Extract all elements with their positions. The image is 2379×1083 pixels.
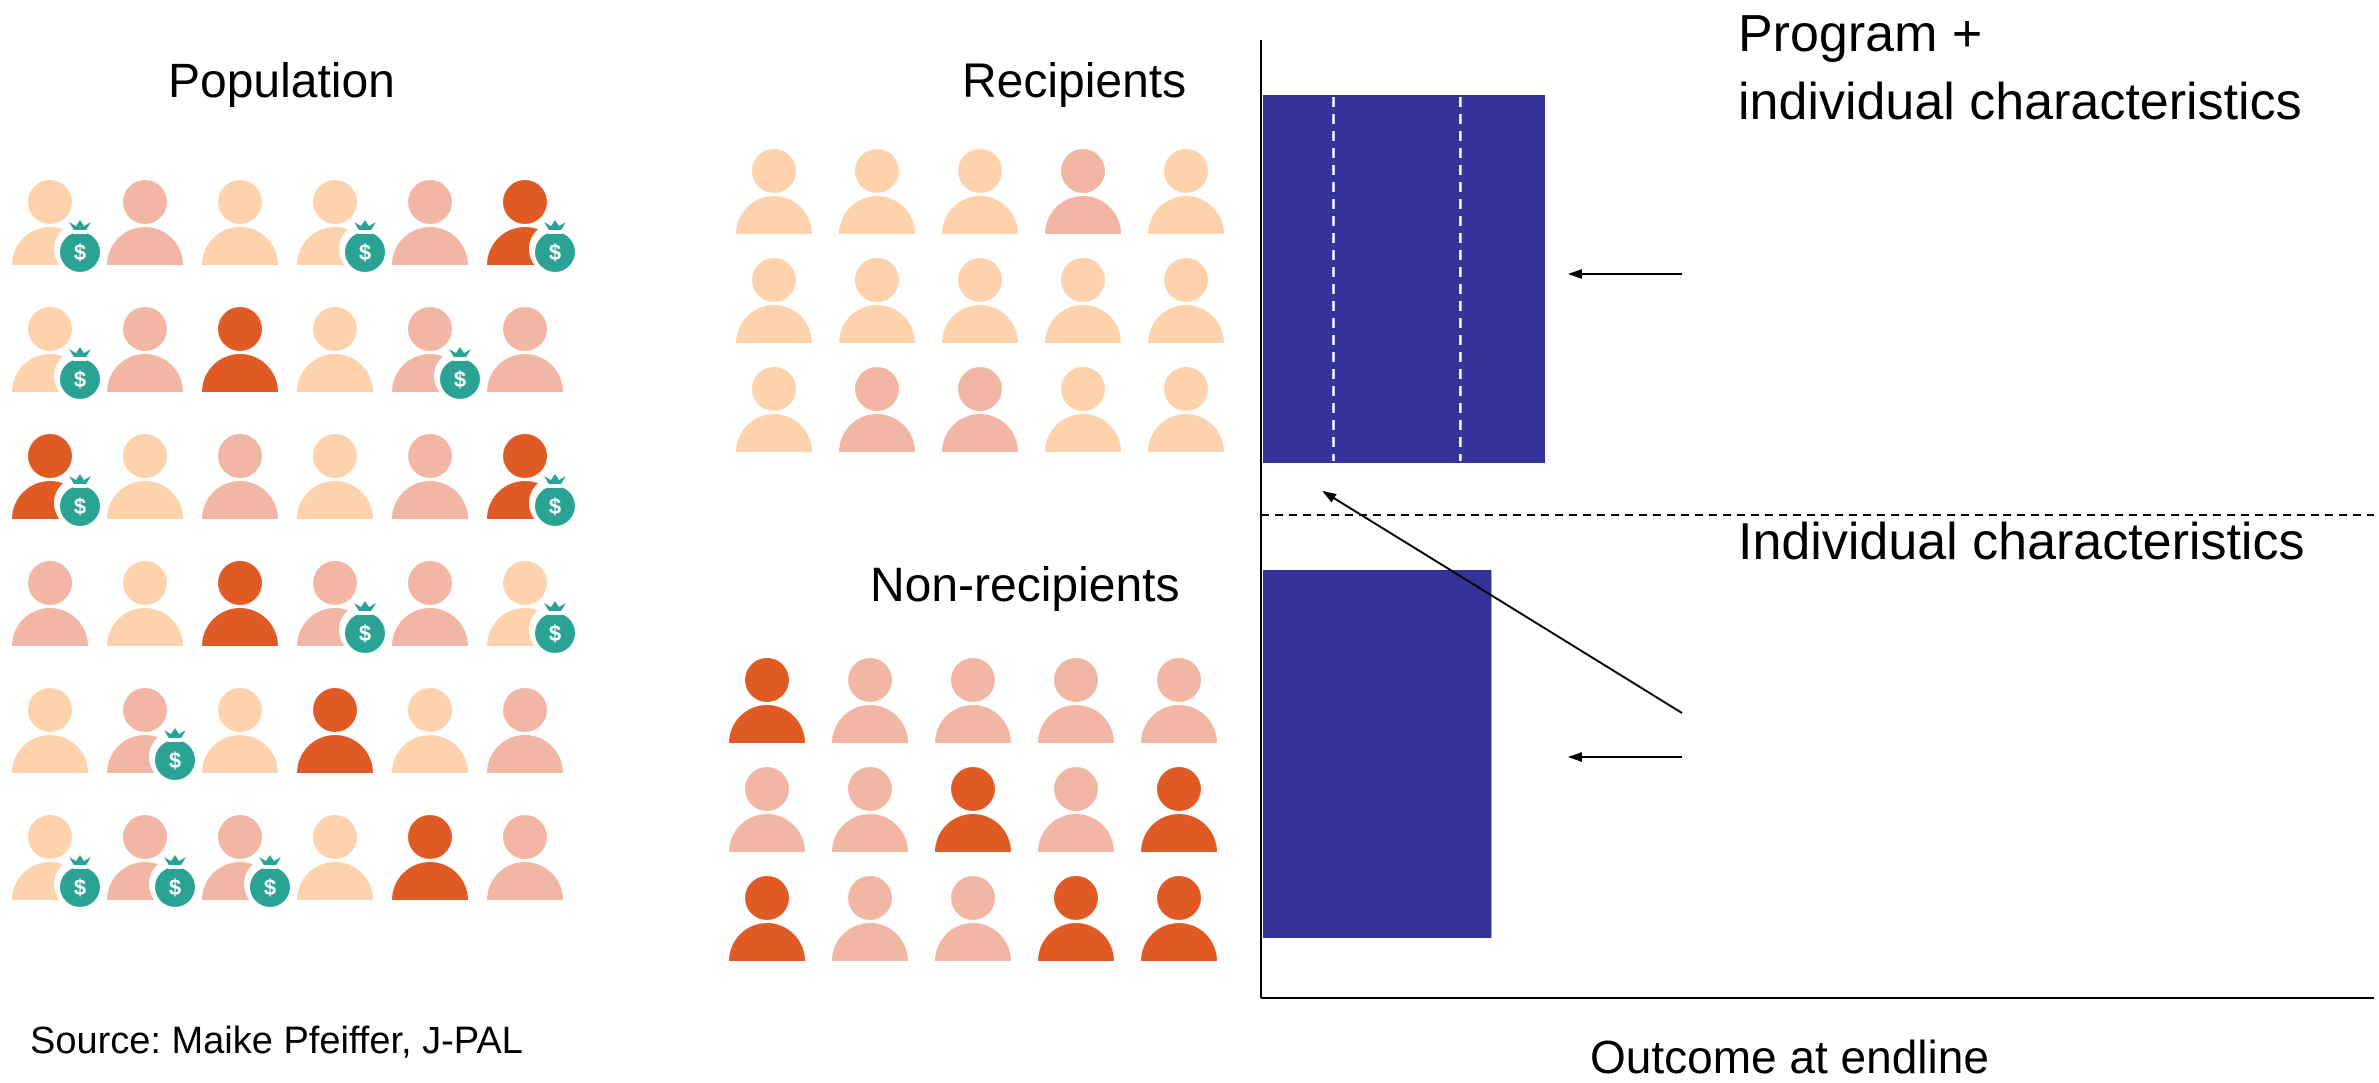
person-icon — [839, 149, 915, 234]
x-axis-label: Outcome at endline — [1590, 1031, 1989, 1083]
person-icon — [1038, 767, 1114, 852]
money-bag-icon: $ — [54, 347, 106, 402]
non-recipients-grid — [729, 658, 1217, 961]
person-icon — [942, 258, 1018, 343]
source-note: Source: Maike Pfeiffer, J-PAL — [30, 1020, 523, 1062]
person-icon — [832, 767, 908, 852]
svg-text:$: $ — [549, 494, 561, 519]
person-icon — [729, 658, 805, 743]
person-icon — [392, 688, 468, 773]
person-icon — [832, 658, 908, 743]
population-grid: $ $ $ $ $ $ $ $ $ $ $ $ $ — [12, 180, 581, 910]
person-icon — [832, 876, 908, 961]
person-icon — [487, 688, 563, 773]
arrow-diagonal — [1322, 490, 1683, 714]
person-icon — [202, 434, 278, 519]
person-icon — [935, 767, 1011, 852]
person-icon — [1038, 876, 1114, 961]
svg-text:$: $ — [74, 367, 86, 392]
svg-text:$: $ — [549, 240, 561, 265]
person-icon — [729, 767, 805, 852]
person-icon — [1045, 367, 1121, 452]
person-icon — [12, 561, 88, 646]
person-icon — [392, 180, 468, 265]
svg-text:$: $ — [454, 367, 466, 392]
money-bag-icon: $ — [149, 855, 201, 910]
individual-characteristics-label: Individual characteristics — [1738, 513, 2305, 571]
population-title: Population — [168, 55, 395, 108]
person-icon — [392, 815, 468, 900]
person-icon — [392, 434, 468, 519]
program-label-line2: individual characteristics — [1738, 73, 2302, 131]
money-bag-icon: $ — [54, 220, 106, 275]
money-bag-icon: $ — [54, 474, 106, 529]
money-bag-icon: $ — [434, 347, 486, 402]
svg-text:$: $ — [169, 748, 181, 773]
person-icon — [1045, 149, 1121, 234]
person-icon — [1141, 767, 1217, 852]
person-icon — [1148, 149, 1224, 234]
person-icon — [487, 815, 563, 900]
money-bag-icon: $ — [149, 728, 201, 783]
person-icon — [297, 307, 373, 392]
svg-text:$: $ — [74, 494, 86, 519]
bar-program — [1263, 95, 1545, 463]
person-icon — [1148, 367, 1224, 452]
money-bag-icon: $ — [529, 601, 581, 656]
person-icon — [736, 367, 812, 452]
person-icon — [487, 307, 563, 392]
person-icon — [107, 307, 183, 392]
person-icon — [202, 561, 278, 646]
recipients-title: Recipients — [962, 55, 1187, 108]
person-icon — [1141, 876, 1217, 961]
svg-text:$: $ — [74, 240, 86, 265]
money-bag-icon: $ — [54, 855, 106, 910]
money-bag-icon: $ — [339, 601, 391, 656]
person-icon — [1038, 658, 1114, 743]
person-icon — [736, 149, 812, 234]
person-icon — [107, 180, 183, 265]
person-icon — [297, 434, 373, 519]
person-icon — [736, 258, 812, 343]
svg-text:$: $ — [169, 875, 181, 900]
person-icon — [297, 815, 373, 900]
person-icon — [107, 434, 183, 519]
person-icon — [202, 688, 278, 773]
person-icon — [729, 876, 805, 961]
person-icon — [202, 180, 278, 265]
svg-text:$: $ — [264, 875, 276, 900]
person-icon — [935, 876, 1011, 961]
money-bag-icon: $ — [529, 474, 581, 529]
svg-text:$: $ — [549, 621, 561, 646]
person-icon — [935, 658, 1011, 743]
person-icon — [942, 367, 1018, 452]
person-icon — [1141, 658, 1217, 743]
person-icon — [839, 258, 915, 343]
svg-text:$: $ — [359, 240, 371, 265]
person-icon — [1148, 258, 1224, 343]
svg-text:$: $ — [359, 621, 371, 646]
person-icon — [839, 367, 915, 452]
svg-text:$: $ — [74, 875, 86, 900]
person-icon — [1045, 258, 1121, 343]
person-icon — [942, 149, 1018, 234]
money-bag-icon: $ — [529, 220, 581, 275]
non-recipients-title: Non-recipients — [870, 559, 1180, 612]
bar-individual — [1263, 570, 1492, 938]
recipients-grid — [736, 149, 1224, 452]
person-icon — [202, 307, 278, 392]
money-bag-icon: $ — [244, 855, 296, 910]
person-icon — [297, 688, 373, 773]
person-icon — [392, 561, 468, 646]
program-label-line1: Program + — [1738, 5, 1983, 63]
money-bag-icon: $ — [339, 220, 391, 275]
person-icon — [107, 561, 183, 646]
person-icon — [12, 688, 88, 773]
